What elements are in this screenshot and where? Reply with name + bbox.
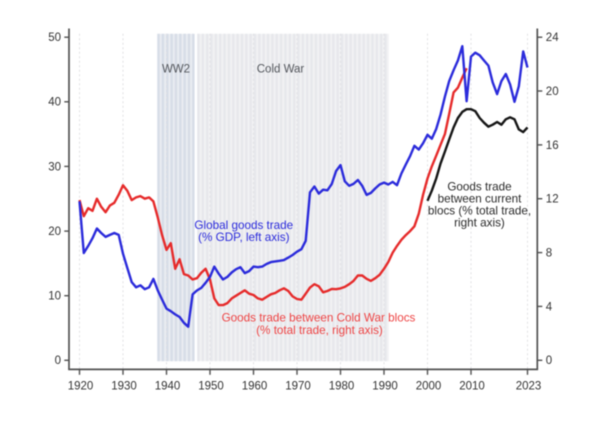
svg-text:1940: 1940 — [155, 381, 181, 393]
svg-text:1920: 1920 — [68, 381, 94, 393]
svg-text:40: 40 — [48, 97, 61, 109]
svg-text:2000: 2000 — [416, 381, 442, 393]
svg-text:1990: 1990 — [372, 381, 398, 393]
svg-text:Goods trade: Goods trade — [447, 180, 511, 193]
svg-text:1950: 1950 — [198, 381, 224, 393]
svg-text:1980: 1980 — [329, 381, 355, 393]
svg-text:between current: between current — [438, 192, 523, 205]
svg-text:50: 50 — [48, 32, 61, 44]
svg-text:8: 8 — [546, 248, 552, 260]
svg-text:Global goods trade: Global goods trade — [194, 219, 293, 232]
svg-text:blocs (% total trade,: blocs (% total trade, — [428, 204, 531, 217]
svg-text:16: 16 — [546, 140, 559, 152]
svg-text:right axis): right axis) — [454, 216, 505, 229]
svg-text:1960: 1960 — [242, 381, 268, 393]
svg-text:(% GDP, left axis): (% GDP, left axis) — [198, 231, 289, 244]
svg-text:30: 30 — [48, 161, 61, 173]
svg-text:0: 0 — [55, 355, 61, 367]
svg-text:Cold War: Cold War — [257, 64, 305, 76]
svg-text:2023: 2023 — [516, 381, 542, 393]
svg-text:12: 12 — [546, 194, 559, 206]
svg-text:4: 4 — [546, 301, 553, 313]
svg-text:1970: 1970 — [285, 381, 311, 393]
svg-text:0: 0 — [546, 355, 552, 367]
svg-text:WW2: WW2 — [162, 64, 190, 76]
svg-text:20: 20 — [48, 226, 61, 238]
svg-text:Goods trade between Cold War b: Goods trade between Cold War blocs — [222, 311, 416, 324]
svg-text:20: 20 — [546, 86, 559, 98]
svg-text:2010: 2010 — [459, 381, 485, 393]
svg-text:(% total trade, right axis): (% total trade, right axis) — [256, 324, 383, 337]
svg-text:24: 24 — [546, 32, 559, 44]
svg-text:10: 10 — [48, 291, 61, 303]
svg-text:1930: 1930 — [111, 381, 137, 393]
